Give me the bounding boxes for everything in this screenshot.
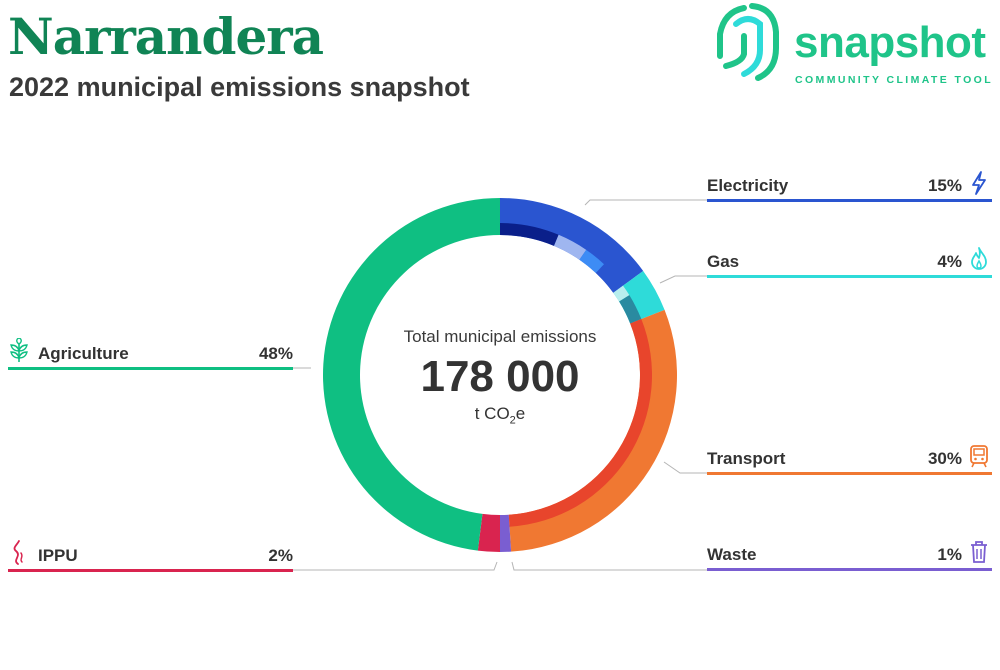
category-label: Transport [707, 449, 786, 468]
category-label: Gas [707, 252, 740, 271]
logo-wordmark: snapshot [794, 18, 986, 67]
category-label: IPPU [38, 546, 78, 565]
category-percent: 48% [258, 344, 293, 363]
inner-ring [500, 223, 653, 527]
flame-icon [971, 247, 987, 270]
leader-line-electricity [584, 199, 707, 206]
center-total-value: 178 000 [420, 352, 580, 401]
category-agriculture: Agriculture 48% [8, 338, 293, 370]
leader-line-ippu [293, 561, 498, 571]
category-rule [707, 199, 992, 202]
donut-slice-waste [500, 514, 512, 552]
category-ippu: IPPU 2% [8, 540, 293, 572]
smoke-icon [13, 540, 23, 565]
leaf-icon [10, 338, 28, 362]
lightning-icon [972, 171, 986, 195]
unit-prefix: t CO [474, 404, 510, 423]
donut-subslice-transport-6 [508, 319, 653, 527]
category-percent: 30% [927, 449, 962, 468]
fingerprint-logo-icon [717, 3, 779, 81]
category-label: Electricity [707, 176, 789, 195]
donut-slice-agriculture [323, 198, 500, 551]
donut-subslice-electricity-0 [500, 223, 559, 246]
category-percent: 1% [937, 545, 962, 564]
page-title: Narrandera [8, 7, 324, 66]
leader-line-waste [511, 561, 707, 571]
leader-lines [293, 199, 707, 571]
category-rule [707, 275, 992, 278]
donut-subslice-gas-5 [619, 295, 642, 324]
unit-suffix: e [515, 404, 526, 423]
donut-subslice-electricity-2 [579, 249, 605, 273]
leader-line-gas [659, 275, 707, 284]
trash-icon [971, 541, 987, 563]
donut-subslice-electricity-1 [553, 234, 587, 260]
donut-slice-transport [508, 309, 677, 552]
category-percent: 2% [268, 546, 293, 565]
category-label: Waste [707, 545, 757, 564]
category-transport: Transport 30% [707, 445, 992, 475]
center-total-unit: t CO2e [370, 404, 630, 426]
donut-subslice-electricity-3 [595, 264, 623, 293]
leader-line-transport [663, 461, 707, 474]
category-percent: 15% [927, 176, 962, 195]
category-rule [707, 472, 992, 475]
train-icon [970, 445, 988, 468]
category-electricity: Electricity 15% [707, 171, 992, 202]
donut-subslice-gas-4 [613, 285, 630, 302]
center-total-label: Total municipal emissions [403, 327, 597, 346]
category-percent: 4% [937, 252, 962, 271]
snapshot-logo: snapshot COMMUNITY CLIMATE TOOL [714, 0, 1000, 90]
logo-tagline: COMMUNITY CLIMATE TOOL [795, 74, 994, 86]
category-rule [707, 568, 992, 571]
donut-slice-ippu [477, 513, 500, 552]
category-rule [8, 367, 293, 370]
page-subtitle: 2022 municipal emissions snapshot [9, 72, 470, 102]
category-gas: Gas 4% [707, 247, 992, 278]
unit-subscript: 2 [509, 414, 516, 427]
category-waste: Waste 1% [707, 541, 992, 571]
category-rule [8, 569, 293, 572]
category-label: Agriculture [38, 344, 129, 363]
